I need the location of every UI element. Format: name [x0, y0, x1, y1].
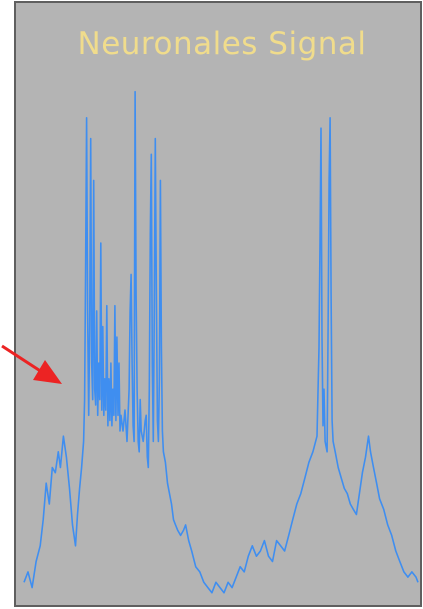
chart-title: Neuronales Signal	[78, 26, 367, 62]
plot-panel	[14, 1, 422, 607]
arrow-head	[33, 360, 62, 384]
red-arrow-marker	[1, 344, 62, 384]
signal-line-0	[23, 90, 419, 594]
signal-series	[23, 90, 419, 594]
arrow-shaft	[1, 344, 46, 376]
